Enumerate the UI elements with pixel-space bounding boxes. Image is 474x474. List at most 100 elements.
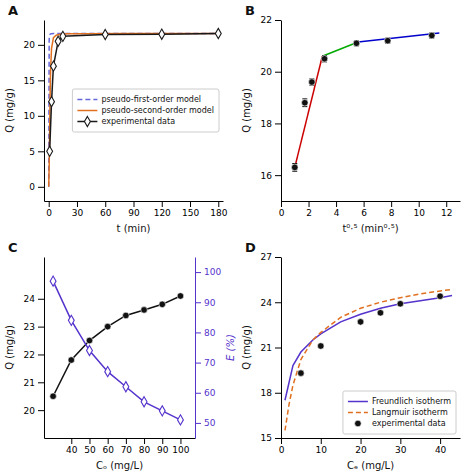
axis-line (282, 201, 461, 202)
tick-label: 24 (261, 298, 273, 308)
legend-label: Freundlich isotherm (372, 397, 451, 406)
legend-swatch (348, 401, 368, 403)
axis-line (45, 438, 196, 439)
tick-label: 6 (361, 208, 367, 218)
tick-mark (38, 299, 44, 300)
marker (60, 31, 66, 41)
tick-label: 60 (100, 208, 112, 218)
y-axis-label: Q (mg/g) (241, 325, 252, 370)
figure: A030609012015018005101520t (min)Q (mg/g)… (0, 0, 474, 474)
tick: 0 (46, 201, 52, 218)
marker (309, 79, 316, 86)
panel-title: D (245, 240, 256, 255)
tick: 0 (279, 201, 285, 218)
tick: 22 (261, 15, 281, 25)
axis-line (195, 258, 196, 439)
tick-mark (440, 438, 441, 444)
y2-axis-label: E (%) (225, 334, 236, 361)
marker (159, 301, 166, 308)
marker (437, 293, 444, 300)
axis: 010203040 (279, 438, 461, 455)
panel: A030609012015018005101520t (min)Q (mg/g)… (4, 3, 228, 234)
tick: 10 (24, 111, 44, 121)
tick-mark (195, 332, 201, 333)
tick-label: 20 (261, 67, 273, 77)
tick: 180 (210, 201, 227, 218)
panel-title: B (245, 3, 255, 18)
axis: 0306090120150180 (45, 201, 228, 218)
axis: 05101520 (24, 21, 45, 202)
tick: 12 (441, 201, 452, 218)
series-line (49, 33, 219, 186)
marker (317, 343, 324, 350)
marker (104, 323, 111, 330)
tick-mark (105, 201, 106, 207)
tick: 60 (100, 201, 112, 218)
marker (50, 61, 56, 71)
tick: 100 (195, 267, 221, 277)
tick: 20 (355, 438, 367, 455)
tick-label: 10 (24, 111, 36, 121)
tick-label: 40 (435, 445, 447, 455)
tick-mark (144, 438, 145, 444)
legend-box (343, 391, 456, 434)
tick: 5 (29, 147, 44, 157)
tick-label: 15 (24, 76, 35, 86)
marker (353, 40, 360, 47)
tick: 20 (24, 406, 44, 416)
tick: 8 (389, 201, 395, 218)
tick-label: 180 (210, 208, 227, 218)
marker (357, 319, 364, 326)
tick-label: 90 (157, 445, 169, 455)
axis: 1518212427 (261, 252, 282, 443)
tick: 30 (395, 438, 407, 455)
tick-mark (400, 438, 401, 444)
marker (47, 146, 53, 156)
tick: 2 (306, 201, 312, 218)
tick-label: 12 (441, 208, 452, 218)
tick-label: 30 (72, 208, 84, 218)
tick-mark (309, 201, 310, 207)
marker (68, 315, 74, 325)
marker (215, 28, 221, 38)
tick: 4 (334, 201, 340, 218)
tick-label: 22 (261, 15, 272, 25)
tick: 150 (182, 201, 199, 218)
marker (428, 32, 435, 39)
panel: C40506070809010020212223245060708090100C… (4, 240, 236, 471)
tick: 15 (24, 76, 44, 86)
series-line (322, 42, 358, 56)
panel-title: A (8, 3, 18, 18)
tick: 24 (24, 294, 44, 304)
marker (178, 415, 184, 425)
tick-label: 8 (389, 208, 395, 218)
tick-label: 80 (139, 445, 151, 455)
error-bar (302, 99, 307, 107)
tick: 10 (316, 438, 328, 455)
tick: 10 (413, 201, 425, 218)
tick-mark (38, 327, 44, 328)
tick-label: 21 (24, 378, 35, 388)
tick-label: 4 (334, 208, 340, 218)
tick: 100 (172, 438, 189, 455)
tick-mark (195, 302, 201, 303)
legend: Freundlich isothermLangmuir isothermexpe… (343, 391, 456, 434)
tick: 120 (154, 201, 171, 218)
tick-mark (89, 438, 90, 444)
tick-label: 2 (306, 208, 312, 218)
legend-swatch (348, 412, 368, 414)
tick-label: 23 (24, 322, 35, 332)
error-bar (429, 33, 434, 38)
axis: 0 2 4 6 8 10 12 (279, 201, 461, 218)
marker (159, 29, 165, 39)
legend-swatch (77, 99, 97, 101)
tick: 70 (121, 438, 133, 455)
axis-line (44, 21, 45, 202)
tick-mark (195, 363, 201, 364)
plot-area (50, 276, 184, 425)
marker (159, 406, 165, 416)
series-line (49, 33, 219, 186)
tick-label: 80 (204, 328, 216, 338)
tick-mark (195, 272, 201, 273)
plot: 0102030401518212427Cₑ (mg/L)Q (mg/g)Freu… (241, 252, 461, 471)
